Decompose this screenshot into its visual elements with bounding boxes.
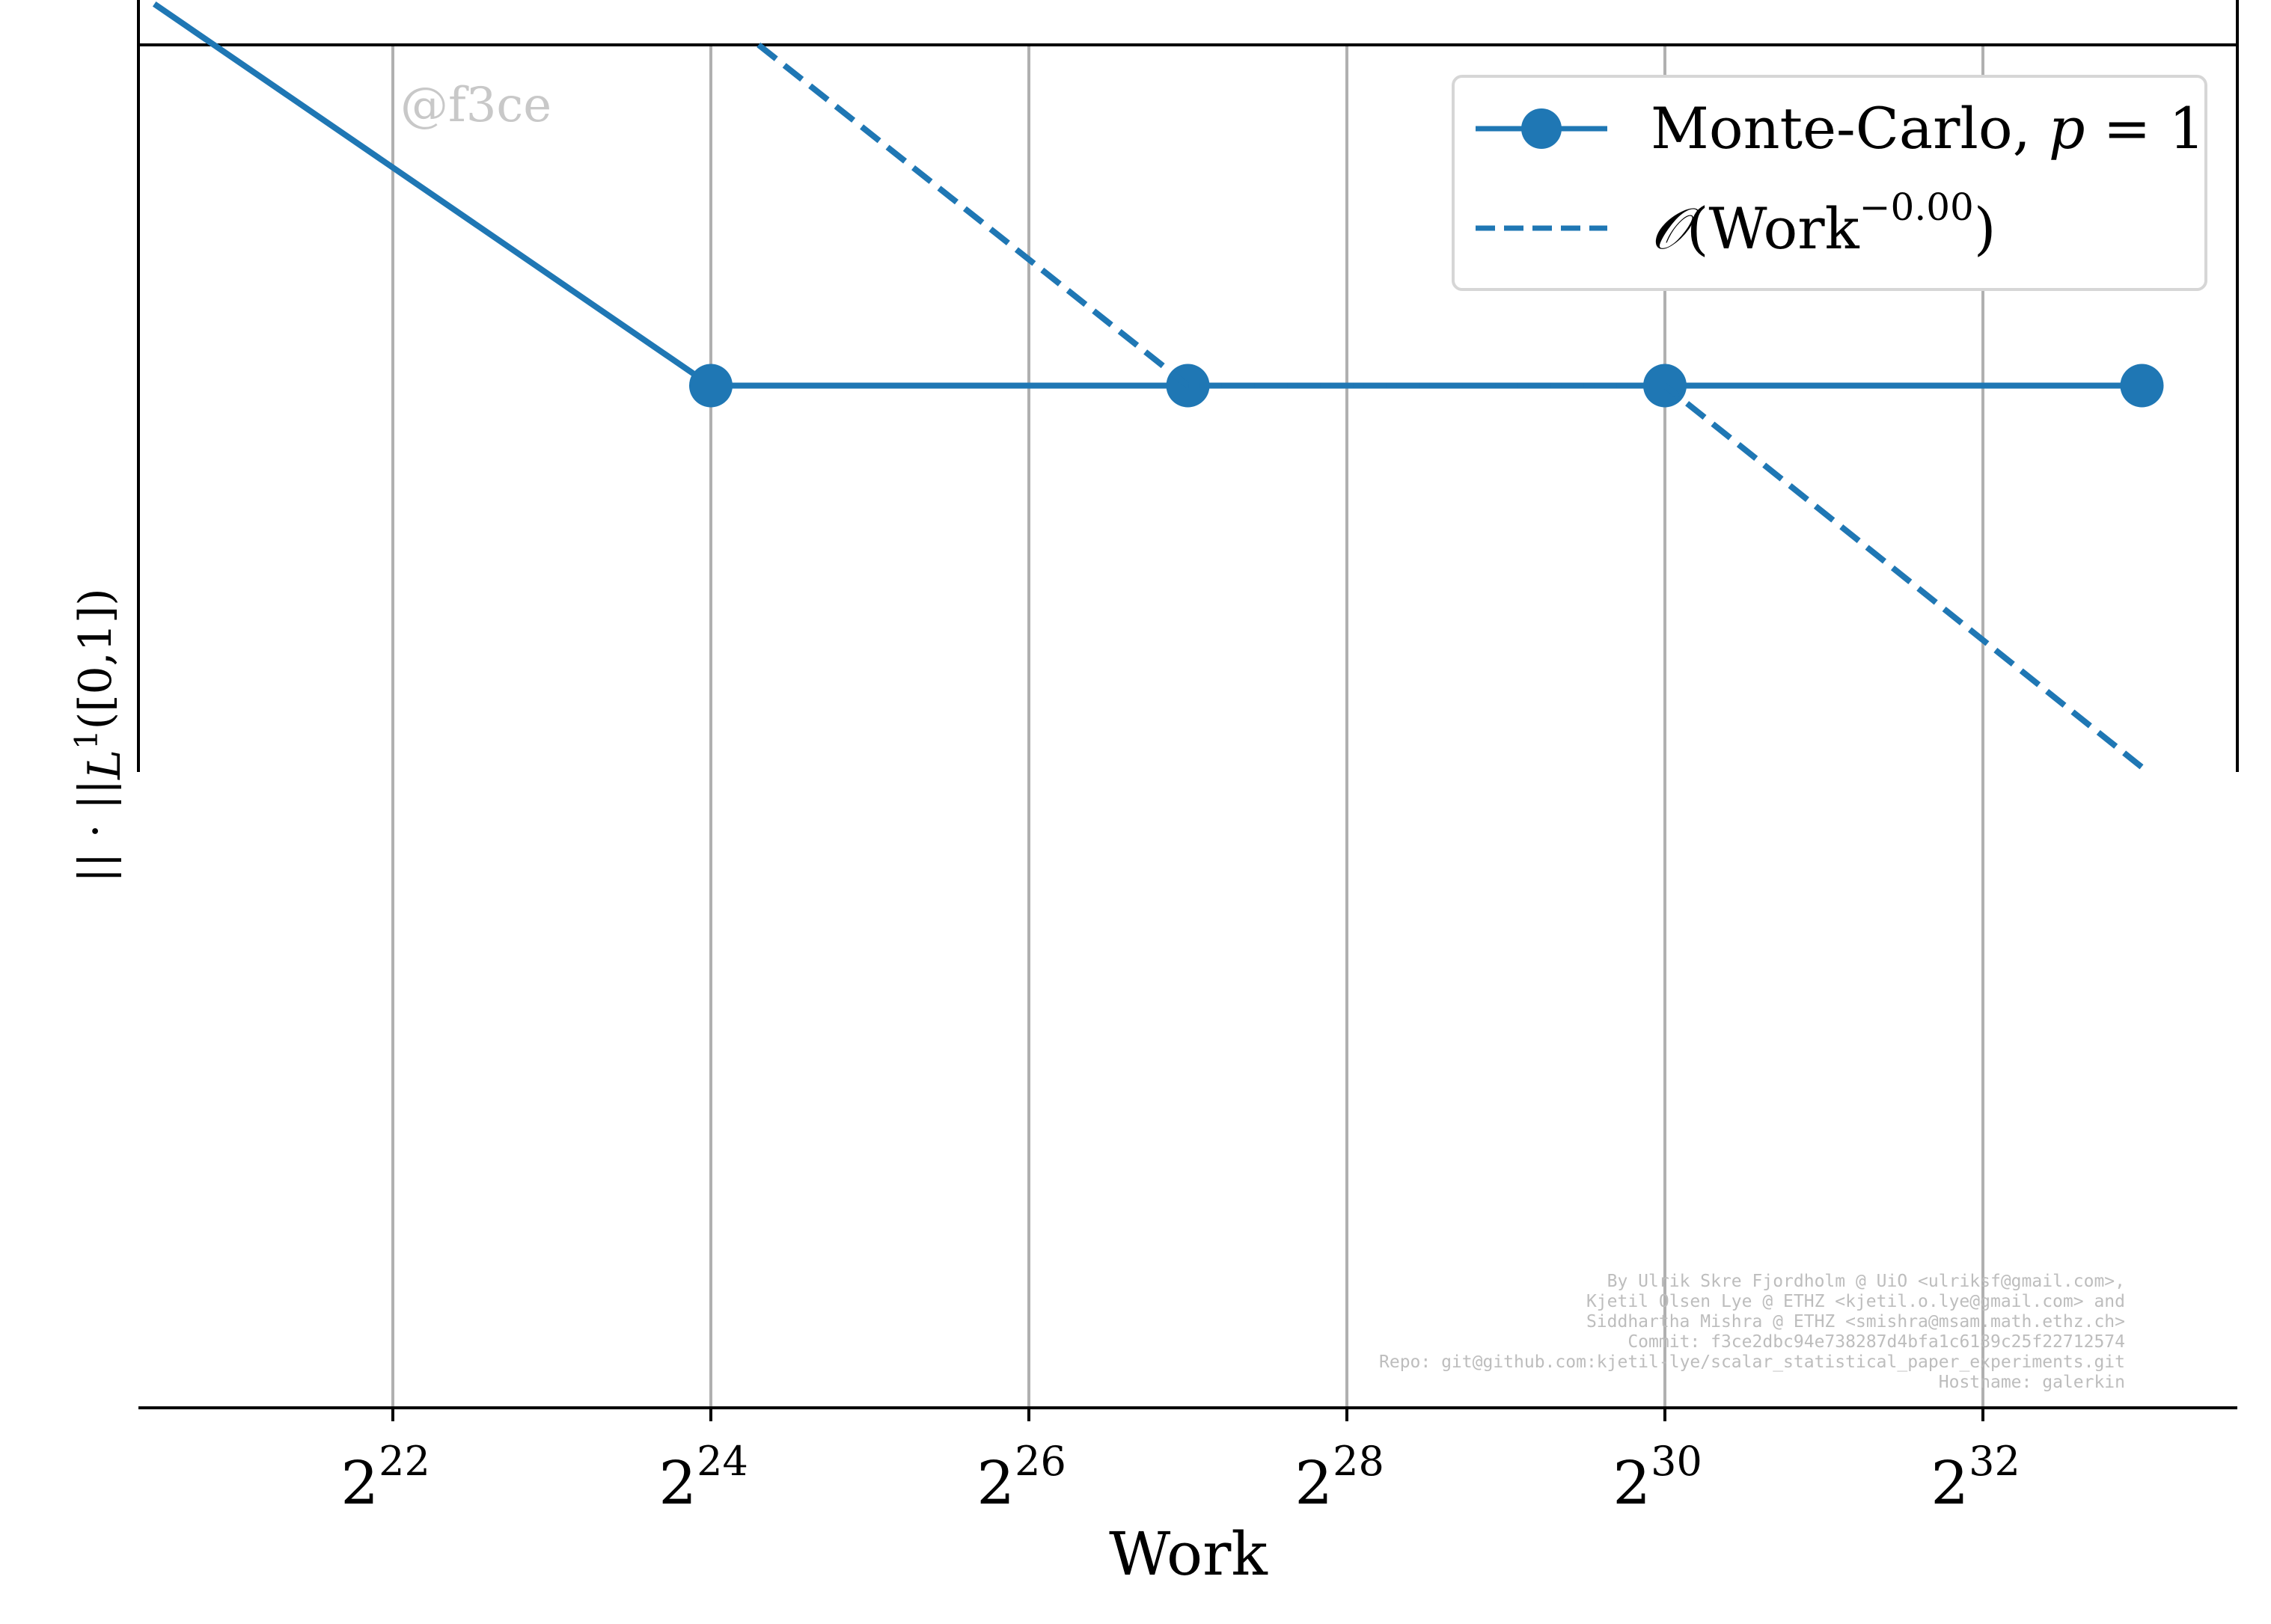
legend-label-reference-sup: −0.00 (1859, 186, 1974, 229)
legend-label-monte-carlo: Monte-Carlo, p = 1 (1651, 95, 2205, 162)
x-axis-ticks: 222 224 226 228 230 232 (340, 1408, 2020, 1518)
x-tick-label-4: 230 (1613, 1438, 1702, 1518)
x-tick-label-0: 222 (340, 1438, 430, 1518)
series-layer (152, 1, 2164, 770)
watermark-text: @f3ce (400, 78, 551, 133)
y-axis-label-sup: 1 (68, 729, 105, 750)
series-line-1 (757, 42, 2144, 770)
y-axis-label-tail: ([0,1]) (70, 588, 122, 729)
legend-label-reference-text: (Work (1687, 195, 1860, 262)
credits-line-1: Kjetil Olsen Lye @ ETHZ <kjetil.o.lye@gm… (1586, 1292, 2125, 1311)
series-0-point-0 (689, 364, 733, 408)
y-axis-label-main: || · || (70, 779, 122, 883)
legend-label-reference: 𝒪(Work−0.00) (1651, 186, 1996, 262)
legend: Monte-Carlo, p = 1 𝒪(Work−0.00) (1452, 75, 2207, 291)
axes-frame (137, 0, 2239, 1409)
x-axis-label: Work (1109, 1519, 1268, 1589)
x-tick-label-2: 226 (976, 1438, 1066, 1518)
credits-block: By Ulrik Skre Fjordholm @ UiO <ulriksf@g… (1379, 1272, 2125, 1392)
x-tick-label-5: 232 (1931, 1438, 2020, 1518)
y-axis-label: || · ||L1([0,1]) (68, 588, 131, 883)
x-tick-label-3: 228 (1295, 1438, 1384, 1518)
x-tick-label-1: 224 (658, 1438, 748, 1518)
legend-label-reference-rest: ) (1974, 195, 1996, 262)
legend-label-monte-carlo-rest: = 1 (2085, 95, 2205, 162)
legend-label-monte-carlo-text: Monte-Carlo, (1651, 95, 2049, 162)
credits-line-2: Siddhartha Mishra @ ETHZ <smishra@msam.m… (1586, 1312, 2125, 1332)
credits-line-4: Repo: git@github.com:kjetil-lye/scalar_s… (1379, 1352, 2125, 1372)
legend-box (1452, 75, 2207, 291)
legend-label-monte-carlo-var: p (2049, 95, 2085, 162)
credits-line-5: Hostname: galerkin (1939, 1373, 2125, 1392)
y-axis-label-sub: L (79, 750, 131, 780)
credits-line-0: By Ulrik Skre Fjordholm @ UiO <ulriksf@g… (1607, 1272, 2125, 1291)
credits-line-3: Commit: f3ce2dbc94e738287d4bfa1c6189c25f… (1627, 1332, 2125, 1352)
legend-marker-monte-carlo (1521, 108, 1562, 149)
series-0-point-3 (2120, 364, 2164, 408)
